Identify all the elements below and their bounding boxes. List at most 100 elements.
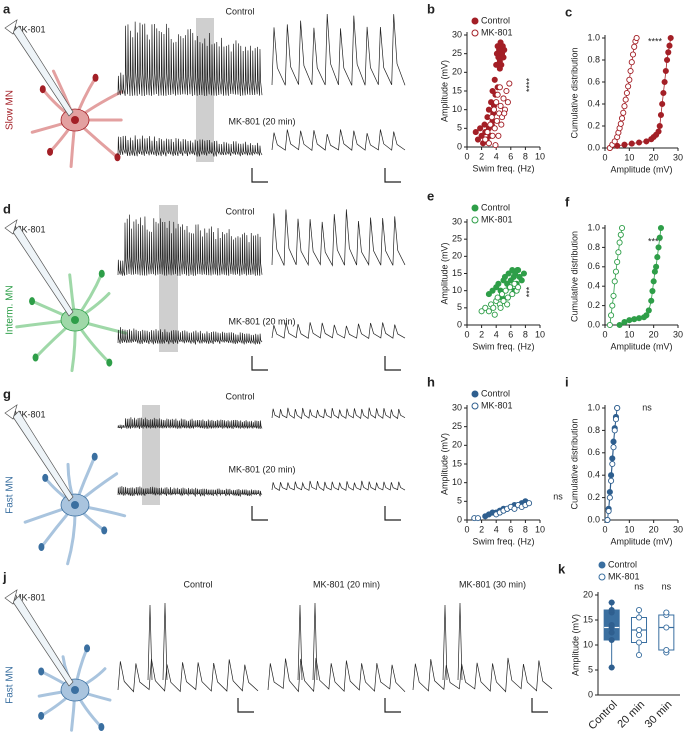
data-point bbox=[657, 111, 665, 119]
dendrite-tip bbox=[29, 297, 36, 306]
nucleus bbox=[71, 501, 79, 509]
y-tick-label: 15 bbox=[583, 614, 593, 624]
dendrite-tip bbox=[47, 147, 54, 156]
data-point bbox=[491, 125, 498, 132]
trace bbox=[117, 21, 263, 97]
dendrite-tip bbox=[84, 644, 91, 653]
x-tick-label: 2 bbox=[479, 524, 484, 534]
nucleus bbox=[71, 686, 79, 694]
data-point bbox=[490, 304, 497, 311]
pipette bbox=[12, 25, 74, 117]
dendrite-tip bbox=[106, 358, 113, 367]
panel-label: e bbox=[427, 188, 434, 203]
data-point bbox=[665, 49, 672, 56]
cell-label: Fast MN bbox=[5, 476, 16, 514]
data-point bbox=[608, 477, 615, 484]
legend-marker bbox=[471, 29, 479, 37]
data-point bbox=[511, 280, 518, 287]
data-point bbox=[503, 87, 510, 95]
data-point bbox=[660, 89, 667, 97]
data-point bbox=[608, 621, 615, 629]
y-tick-label: 25 bbox=[452, 234, 462, 244]
data-point bbox=[511, 505, 518, 512]
data-point bbox=[515, 284, 522, 291]
cell-label: Interm. MN bbox=[5, 285, 16, 334]
y-tick-label: 1.0 bbox=[587, 222, 600, 232]
y-tick-label: 30 bbox=[452, 216, 462, 226]
trace bbox=[271, 322, 406, 339]
data-point bbox=[608, 629, 615, 636]
data-point bbox=[506, 80, 513, 87]
cell-label: Fast MN bbox=[5, 666, 16, 704]
data-point bbox=[505, 270, 512, 277]
y-tick-label: 0.0 bbox=[587, 319, 600, 329]
x-tick-label: 6 bbox=[508, 151, 513, 161]
annotation: ns bbox=[662, 581, 672, 591]
annotation: ns bbox=[634, 581, 644, 591]
data-point bbox=[628, 59, 635, 66]
data-point bbox=[617, 120, 624, 127]
data-point bbox=[625, 83, 632, 90]
annotation: *** bbox=[524, 286, 534, 297]
y-tick-label: 15 bbox=[452, 458, 462, 468]
x-tick-label: 0 bbox=[464, 329, 469, 339]
y-tick-label: 0.6 bbox=[587, 261, 600, 271]
data-point bbox=[504, 99, 511, 106]
data-point bbox=[654, 254, 661, 261]
legend-label: Control bbox=[481, 15, 510, 25]
y-tick-label: 0.8 bbox=[587, 242, 600, 252]
y-tick-label: 25 bbox=[452, 421, 462, 431]
y-tick-label: 1.0 bbox=[587, 32, 600, 42]
scale-bar bbox=[251, 356, 268, 371]
data-point bbox=[636, 139, 643, 146]
data-point bbox=[606, 321, 613, 329]
scale-bar bbox=[237, 698, 254, 713]
legend-marker bbox=[598, 573, 606, 581]
data-point bbox=[631, 43, 638, 50]
data-point bbox=[621, 141, 628, 148]
pipette bbox=[12, 410, 74, 502]
condition-label: Control bbox=[225, 6, 254, 16]
y-tick-label: 1.0 bbox=[587, 402, 600, 412]
y-tick-label: 25 bbox=[452, 48, 462, 58]
data-point bbox=[666, 42, 673, 49]
x-tick-label: 0 bbox=[464, 524, 469, 534]
y-axis-label: Amplitude (mV) bbox=[439, 60, 449, 122]
x-axis-label: Amplitude (mV) bbox=[610, 536, 672, 546]
data-point bbox=[491, 76, 498, 83]
data-point bbox=[482, 136, 489, 143]
data-point bbox=[611, 427, 618, 434]
legend-marker bbox=[471, 216, 479, 224]
trace bbox=[412, 657, 553, 693]
y-tick-label: 0.4 bbox=[587, 281, 600, 291]
drug-label: MK-801 bbox=[14, 592, 46, 602]
pipette bbox=[12, 595, 74, 687]
data-point bbox=[635, 606, 643, 614]
data-point bbox=[614, 404, 621, 412]
x-tick-label: 0 bbox=[602, 524, 607, 534]
panel-label: a bbox=[3, 1, 11, 16]
condition-label: Control bbox=[225, 391, 254, 401]
data-point bbox=[626, 76, 633, 83]
data-point bbox=[657, 224, 665, 232]
data-point bbox=[497, 102, 504, 109]
data-point bbox=[651, 268, 658, 275]
data-point bbox=[494, 294, 501, 301]
condition-label: MK-801 (20 min) bbox=[228, 464, 295, 474]
data-point bbox=[478, 132, 485, 139]
spikes bbox=[297, 602, 318, 681]
dendrite-tip bbox=[101, 526, 108, 535]
y-tick-label: 30 bbox=[452, 402, 462, 412]
trace bbox=[271, 407, 406, 420]
data-point bbox=[635, 651, 643, 659]
data-point bbox=[622, 96, 629, 103]
data-point bbox=[609, 460, 616, 468]
data-point bbox=[614, 258, 621, 266]
data-point bbox=[662, 67, 669, 75]
condition-label: MK-801 (20 min) bbox=[313, 579, 380, 589]
data-point bbox=[485, 140, 492, 147]
data-point bbox=[608, 664, 615, 671]
y-tick-label: 0.6 bbox=[587, 447, 600, 457]
x-tick-label: 10 bbox=[624, 152, 634, 162]
x-tick-label: 20 bbox=[649, 152, 659, 162]
